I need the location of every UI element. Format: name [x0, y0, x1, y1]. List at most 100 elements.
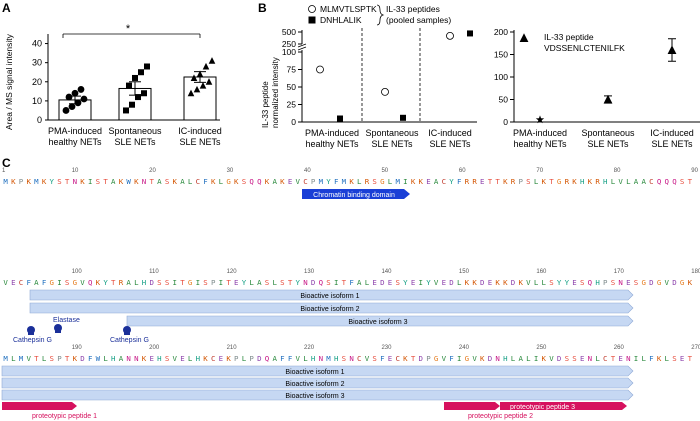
residue: S [372, 177, 378, 186]
residue: E [387, 354, 393, 363]
residue: Y [295, 278, 301, 287]
residue: L [303, 354, 309, 363]
residue: K [26, 177, 32, 186]
residue: S [203, 278, 209, 287]
legend-group-2: (pooled samples) [386, 15, 451, 25]
residue: A [180, 177, 186, 186]
position-tick: 100 [71, 269, 82, 275]
isoform-1-label: Bioactive isoform 1 [300, 293, 359, 300]
residue: T [495, 177, 501, 186]
position-tick: 50 [381, 168, 389, 174]
isoform-3-label-r3: Bioactive isoform 3 [285, 393, 344, 400]
residue: L [364, 278, 370, 287]
residue: G [226, 177, 232, 186]
position-tick: 170 [613, 269, 624, 275]
data-point [603, 94, 613, 104]
residue: M [18, 354, 24, 363]
pp1-label: proteotypic peptide 1 [32, 413, 97, 420]
y-tick-label: 25 [287, 100, 297, 110]
residue: A [357, 278, 362, 287]
position-tick: 30 [226, 168, 234, 174]
residue: N [141, 177, 147, 186]
residue: L [510, 354, 516, 363]
residue: N [134, 354, 139, 363]
residue: K [264, 177, 270, 186]
isoform-bar [1, 377, 634, 389]
data-point [62, 107, 70, 114]
position-tick: 40 [304, 168, 311, 174]
residue: N [126, 354, 132, 363]
isoform-3-label: Bioactive isoform 3 [348, 319, 407, 326]
pep1-point [316, 65, 324, 74]
residue: K [11, 177, 16, 186]
residue: F [280, 354, 286, 363]
panel-c-sequence-map: Chromatin binding domain Bioactive isofo… [1, 189, 634, 420]
residue: V [80, 278, 86, 287]
residue: F [333, 177, 339, 186]
residue: V [664, 278, 670, 287]
residue: N [618, 278, 624, 287]
cathepsin-icon-2 [123, 326, 131, 335]
residue: K [656, 354, 662, 363]
residue: S [280, 278, 286, 287]
residue: L [41, 354, 47, 363]
residue: G [556, 177, 562, 186]
data-point [208, 57, 216, 64]
residue: K [134, 177, 139, 186]
residue: K [349, 177, 355, 186]
residue: G [433, 354, 439, 363]
residue: T [149, 177, 155, 186]
residue: P [18, 177, 24, 186]
residue: P [210, 278, 216, 287]
position-tick: 180 [691, 269, 700, 275]
residue: I [418, 278, 424, 287]
position-tick: 10 [71, 168, 79, 174]
residue: E [149, 354, 155, 363]
residue: C [195, 177, 201, 186]
residue: S [572, 354, 578, 363]
position-tick: 150 [458, 269, 469, 275]
data-point [65, 93, 73, 101]
residue: R [118, 278, 124, 287]
residue: I [456, 354, 462, 363]
residue: K [472, 278, 478, 287]
residue: L [103, 354, 109, 363]
data-point [199, 82, 207, 89]
residue: I [403, 177, 409, 186]
residue: A [118, 354, 124, 363]
position-tick: 1 [2, 168, 6, 174]
y-tick-label: 100 [282, 47, 296, 57]
residue: F [349, 278, 355, 287]
residue: D [418, 354, 424, 363]
data-point [132, 74, 138, 81]
residue: N [303, 278, 309, 287]
residue: L [533, 177, 539, 186]
panel-b-ylabel-2: normalized intensity [271, 57, 280, 128]
residue: L [187, 354, 193, 363]
data-point [71, 89, 79, 97]
residue: V [526, 278, 532, 287]
pp3-label: proteotypic peptide 3 [510, 404, 575, 411]
residue: L [526, 354, 532, 363]
residue: Q [264, 354, 270, 363]
residue: D [510, 278, 516, 287]
data-point [205, 78, 213, 85]
residue: P [234, 354, 239, 363]
isoform-2-label-r3: Bioactive isoform 2 [285, 381, 344, 388]
residue: I [57, 278, 63, 287]
residue: V [364, 354, 370, 363]
x-tick-label: SLE NETs [651, 139, 693, 149]
residue: P [249, 354, 255, 363]
y-tick-label: 150 [494, 50, 508, 60]
residue: K [541, 354, 547, 363]
x-tick-label: SLE NETs [179, 137, 221, 147]
data-point [141, 90, 147, 97]
position-tick: 260 [613, 345, 624, 351]
isoform-2-label: Bioactive isoform 2 [300, 306, 359, 313]
residue: G [641, 278, 647, 287]
residue: G [656, 278, 662, 287]
residue: L [11, 354, 16, 363]
position-tick: 90 [691, 168, 698, 174]
